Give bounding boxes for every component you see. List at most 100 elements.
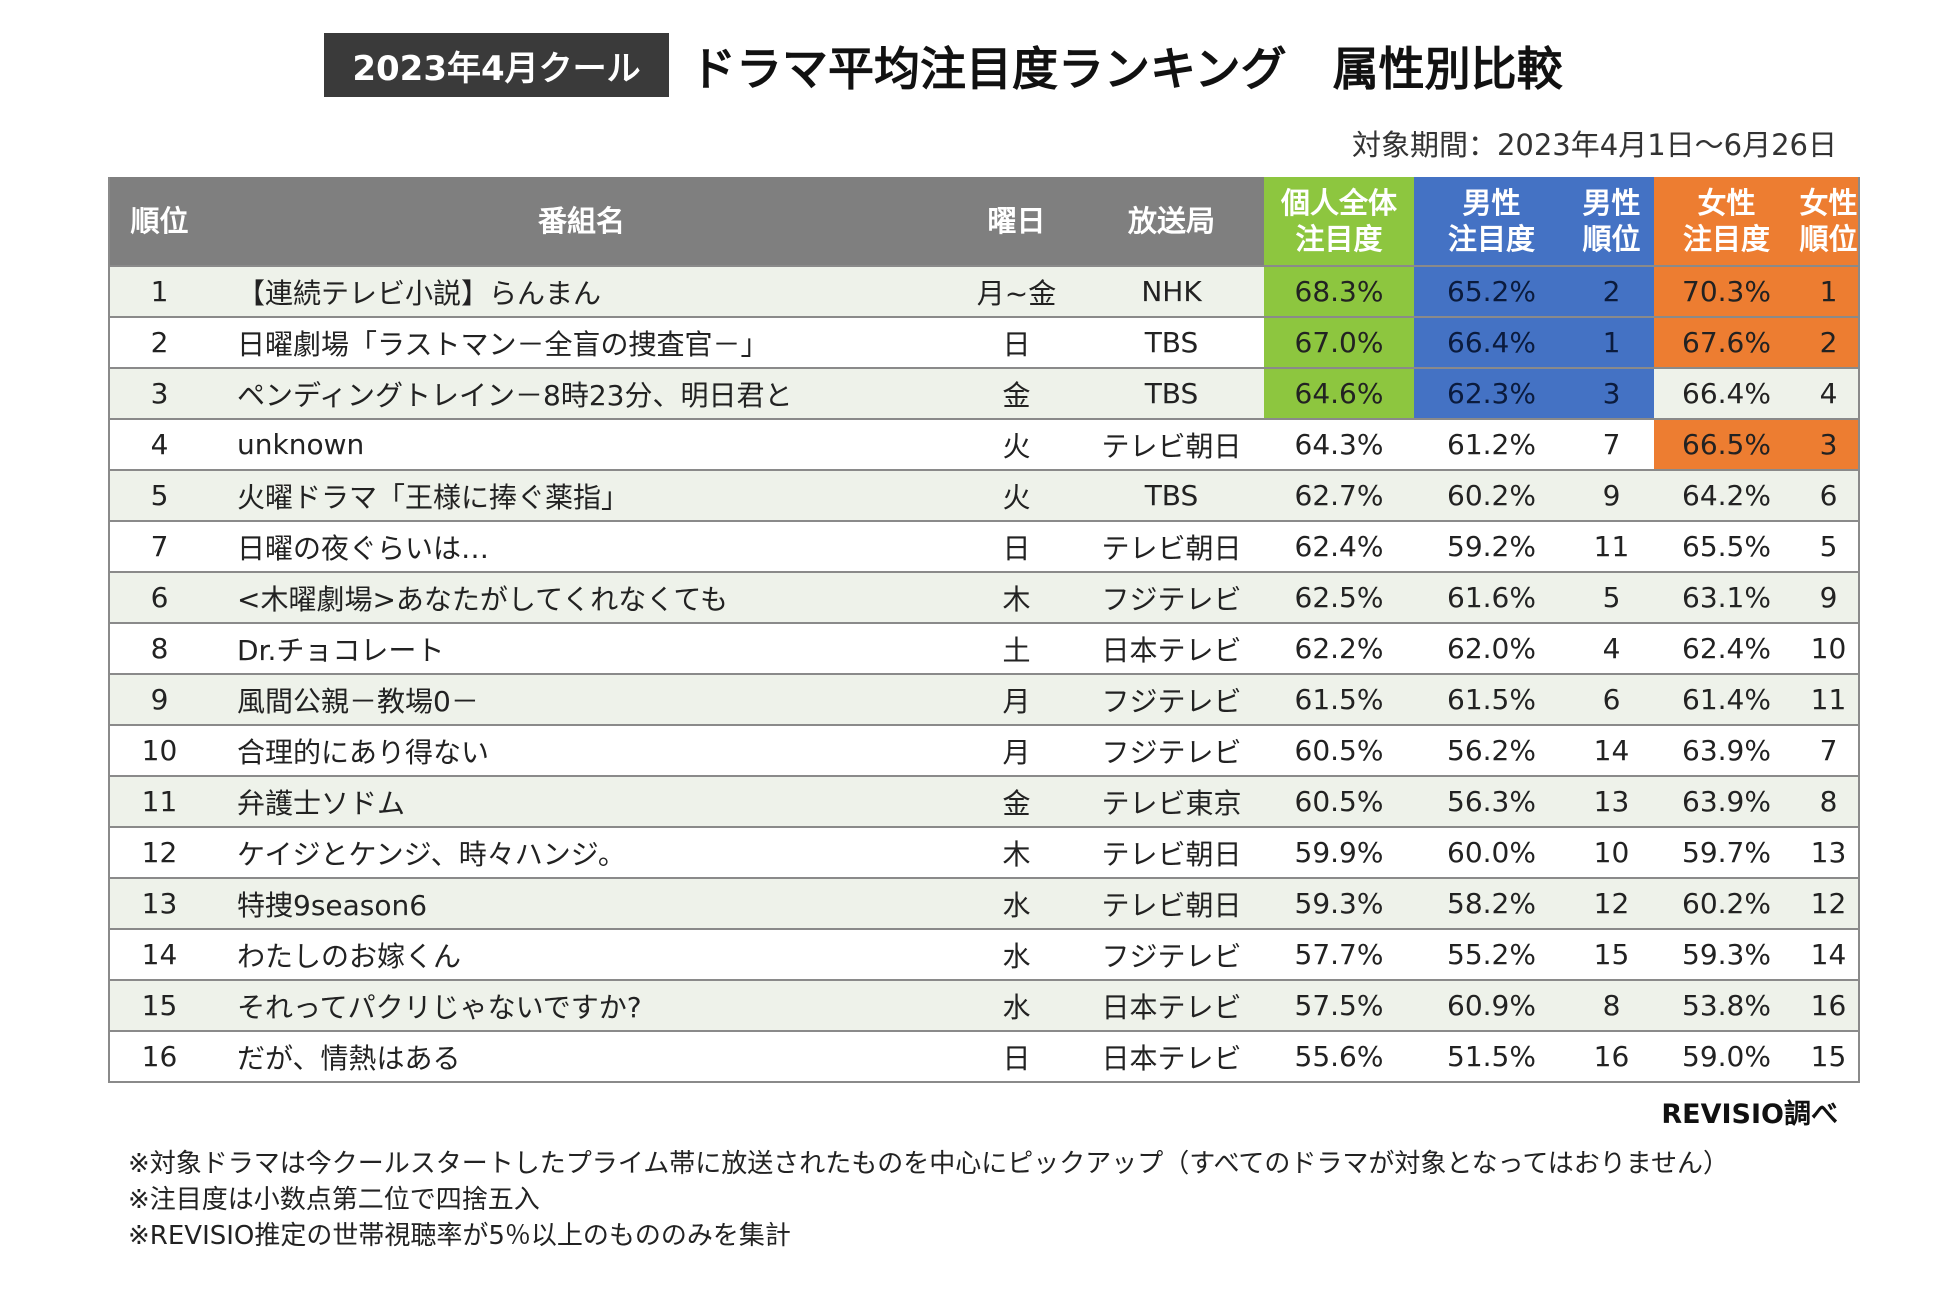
source-credit: REVISIO調べ xyxy=(1661,1099,1838,1130)
header-program-name: 番組名 xyxy=(209,177,954,266)
table-row: 16 だが、情熱はある日日本テレビ 55.6% 51.5% 16 59.0% 15 xyxy=(109,1030,1859,1083)
female-attention-cell: 63.1% xyxy=(1654,571,1799,624)
program-name-cell: Dr.チョコレート xyxy=(209,622,954,675)
station-cell: フジテレビ xyxy=(1079,571,1264,624)
rank-cell: 10 xyxy=(109,724,209,777)
female-rank-cell: 2 xyxy=(1799,316,1859,369)
day-cell: 金 xyxy=(954,367,1079,420)
rank-cell: 5 xyxy=(109,469,209,522)
header-label-line: 曜日 xyxy=(987,204,1046,238)
program-name-cell: ケイジとケンジ、時々ハンジ。 xyxy=(209,826,954,879)
station-cell: フジテレビ xyxy=(1079,928,1264,981)
total-attention-cell: 68.3% xyxy=(1264,265,1414,318)
male-attention-cell: 66.4% xyxy=(1414,316,1569,369)
day-cell: 水 xyxy=(954,979,1079,1032)
female-attention-cell: 59.3% xyxy=(1654,928,1799,981)
male-attention-cell: 58.2% xyxy=(1414,877,1569,930)
program-name-cell: 弁護士ソドム xyxy=(209,775,954,828)
day-cell: 水 xyxy=(954,928,1079,981)
female-attention-cell: 53.8% xyxy=(1654,979,1799,1032)
female-attention-cell: 66.4% xyxy=(1654,367,1799,420)
female-attention-cell: 64.2% xyxy=(1654,469,1799,522)
station-cell: 日本テレビ xyxy=(1079,1030,1264,1083)
header-label-line: 注目度 xyxy=(1447,222,1535,256)
station-cell: NHK xyxy=(1079,265,1264,318)
header-label-line: 注目度 xyxy=(1682,222,1770,256)
table-row: 6 <木曜劇場>あなたがしてくれなくても木フジテレビ 62.5% 61.6% 5 63.1… xyxy=(109,571,1859,624)
rank-cell: 12 xyxy=(109,826,209,879)
female-rank-cell: 13 xyxy=(1799,826,1859,879)
day-cell: 月~金 xyxy=(954,265,1079,318)
male-rank-cell: 16 xyxy=(1569,1030,1654,1083)
female-rank-cell: 15 xyxy=(1799,1030,1859,1083)
male-attention-cell: 62.0% xyxy=(1414,622,1569,675)
male-rank-cell: 4 xyxy=(1569,622,1654,675)
female-attention-cell: 59.0% xyxy=(1654,1030,1799,1083)
day-cell: 日 xyxy=(954,520,1079,573)
program-name-cell: 特捜9season6 xyxy=(209,877,954,930)
rank-cell: 7 xyxy=(109,520,209,573)
table-row: 12 ケイジとケンジ、時々ハンジ。木テレビ朝日 59.9% 60.0% 10 59.7% 1… xyxy=(109,826,1859,879)
male-attention-cell: 56.2% xyxy=(1414,724,1569,777)
male-attention-cell: 60.2% xyxy=(1414,469,1569,522)
rank-cell: 6 xyxy=(109,571,209,624)
female-attention-cell: 67.6% xyxy=(1654,316,1799,369)
male-rank-cell: 13 xyxy=(1569,775,1654,828)
table-row: 11 弁護士ソドム金テレビ東京 60.5% 56.3% 13 63.9% 8 xyxy=(109,775,1859,828)
station-cell: TBS xyxy=(1079,469,1264,522)
day-cell: 月 xyxy=(954,673,1079,726)
female-attention-cell: 66.5% xyxy=(1654,418,1799,471)
program-name-cell: わたしのお嫁くん xyxy=(209,928,954,981)
page-title: ドラマ平均注目度ランキング 属性別比較 xyxy=(690,42,1563,96)
male-attention-cell: 51.5% xyxy=(1414,1030,1569,1083)
rank-cell: 13 xyxy=(109,877,209,930)
day-cell: 水 xyxy=(954,877,1079,930)
program-name-cell: <木曜劇場>あなたがしてくれなくても xyxy=(209,571,954,624)
day-cell: 火 xyxy=(954,469,1079,522)
station-cell: 日本テレビ xyxy=(1079,622,1264,675)
title-row: 2023年4月クール ドラマ平均注目度ランキング 属性別比較 xyxy=(0,30,1950,102)
header-male-attention: 男性 注目度 xyxy=(1414,177,1569,266)
rank-cell: 4 xyxy=(109,418,209,471)
male-attention-cell: 56.3% xyxy=(1414,775,1569,828)
station-cell: TBS xyxy=(1079,316,1264,369)
female-attention-cell: 59.7% xyxy=(1654,826,1799,879)
header-label-line: 放送局 xyxy=(1127,204,1215,238)
program-name-cell: 日曜劇場「ラストマン－全盲の捜査官－」 xyxy=(209,316,954,369)
program-name-cell: 【連続テレビ小説】らんまん xyxy=(209,265,954,318)
female-rank-cell: 7 xyxy=(1799,724,1859,777)
total-attention-cell: 64.6% xyxy=(1264,367,1414,420)
rank-cell: 15 xyxy=(109,979,209,1032)
header-total-attention: 個人全体 注目度 xyxy=(1264,177,1414,266)
header-label-line: 順位 xyxy=(130,204,189,238)
header-label-line: 順位 xyxy=(1799,222,1858,256)
male-rank-cell: 14 xyxy=(1569,724,1654,777)
total-attention-cell: 62.5% xyxy=(1264,571,1414,624)
header-day: 曜日 xyxy=(954,177,1079,266)
male-rank-cell: 6 xyxy=(1569,673,1654,726)
total-attention-cell: 61.5% xyxy=(1264,673,1414,726)
female-rank-cell: 5 xyxy=(1799,520,1859,573)
program-name-cell: 火曜ドラマ「王様に捧ぐ薬指」 xyxy=(209,469,954,522)
female-rank-cell: 8 xyxy=(1799,775,1859,828)
table-row: 7 日曜の夜ぐらいは… 日テレビ朝日 62.4% 59.2% 11 65.5% 5 xyxy=(109,520,1859,573)
footnote: ※対象ドラマは今クールスタートしたプライム帯に放送されたものを中心にピックアップ… xyxy=(128,1149,1730,1179)
station-cell: テレビ東京 xyxy=(1079,775,1264,828)
total-attention-cell: 60.5% xyxy=(1264,724,1414,777)
program-name-cell: unknown xyxy=(209,418,954,471)
female-rank-cell: 1 xyxy=(1799,265,1859,318)
header-label-line: 番組名 xyxy=(537,204,625,238)
total-attention-cell: 55.6% xyxy=(1264,1030,1414,1083)
male-attention-cell: 60.9% xyxy=(1414,979,1569,1032)
table-row: 8 Dr.チョコレート土日本テレビ 62.2% 62.0% 4 62.4% 10 xyxy=(109,622,1859,675)
male-rank-cell: 1 xyxy=(1569,316,1654,369)
total-attention-cell: 67.0% xyxy=(1264,316,1414,369)
header-label-line: 個人全体 xyxy=(1280,186,1397,220)
station-cell: フジテレビ xyxy=(1079,724,1264,777)
male-attention-cell: 62.3% xyxy=(1414,367,1569,420)
header-female-rank: 女性 順位 xyxy=(1799,177,1859,266)
male-rank-cell: 9 xyxy=(1569,469,1654,522)
season-badge: 2023年4月クール xyxy=(324,33,669,97)
female-rank-cell: 11 xyxy=(1799,673,1859,726)
day-cell: 日 xyxy=(954,316,1079,369)
